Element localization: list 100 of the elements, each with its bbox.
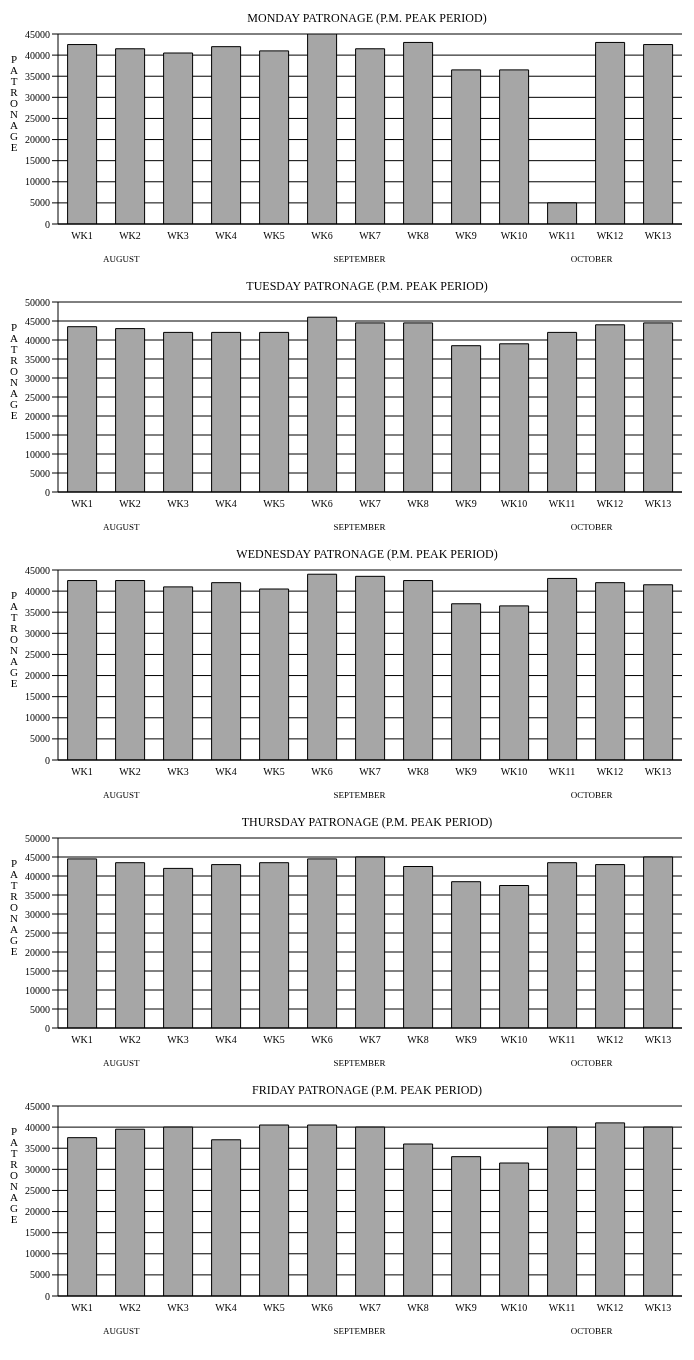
text: AUGUST: [102, 1058, 140, 1068]
y-tick-label: 40000: [25, 585, 50, 597]
y-tick-label: 45000: [25, 1100, 50, 1112]
x-tick-label: WK8: [407, 1302, 429, 1314]
x-tick-label: WK13: [644, 230, 672, 242]
y-tick-label: 25000: [25, 391, 50, 403]
x-tick-label: WK13: [644, 766, 672, 778]
x-tick-label: WK2: [119, 498, 141, 510]
y-tick-label: 0: [45, 1022, 50, 1034]
x-tick-label: WK12: [596, 1034, 624, 1046]
y-tick-label: 0: [45, 754, 50, 766]
x-tick-label: WK11: [548, 766, 576, 778]
chart-title: MONDAY PATRONAGE (P.M. PEAK PERIOD): [246, 10, 488, 27]
y-tick-label: 50000: [25, 296, 50, 308]
y-tick-label: 25000: [25, 112, 50, 124]
x-tick-label: WK10: [500, 498, 528, 510]
x-tick-label: WK3: [167, 1034, 189, 1046]
y-axis-title: PATRONAGE: [8, 321, 20, 420]
x-tick-label: WK7: [359, 1034, 381, 1046]
x-tick-label: WK10: [500, 1034, 528, 1046]
x-tick-label: WK6: [311, 1034, 333, 1046]
text: AUGUST: [102, 790, 140, 800]
chart-title: WEDNESDAY PATRONAGE (P.M. PEAK PERIOD): [235, 546, 499, 563]
y-tick-label: 0: [45, 1290, 50, 1302]
x-tick-label: WK5: [263, 498, 285, 510]
x-tick-label: WK5: [263, 766, 285, 778]
text: SEPTEMBER: [333, 790, 386, 800]
x-tick-label: WK5: [263, 230, 285, 242]
y-tick-label: 0: [45, 486, 50, 498]
x-tick-label: WK7: [359, 1302, 381, 1314]
x-tick-label: WK2: [119, 766, 141, 778]
x-tick-label: WK12: [596, 498, 624, 510]
x-tick-label: WK8: [407, 1034, 429, 1046]
y-axis-title: PATRONAGE: [8, 589, 20, 688]
x-tick-label: WK9: [455, 230, 477, 242]
x-tick-label: WK4: [215, 498, 237, 510]
y-tick-label: 20000: [25, 946, 50, 958]
x-tick-label: WK3: [167, 1302, 189, 1314]
y-tick-label: 0: [45, 218, 50, 230]
y-tick-label: 15000: [25, 155, 50, 167]
y-tick-label: 45000: [25, 851, 50, 863]
y-tick-label: 40000: [25, 49, 50, 61]
y-tick-label: 35000: [25, 889, 50, 901]
y-tick-label: 10000: [25, 448, 50, 460]
y-tick-label: 15000: [25, 429, 50, 441]
x-tick-label: WK1: [71, 766, 93, 778]
x-tick-label: WK10: [500, 230, 528, 242]
text: SEPTEMBER: [333, 254, 386, 264]
y-tick-label: 20000: [25, 410, 50, 422]
y-tick-label: 5000: [30, 733, 50, 745]
text: OCTOBER: [570, 254, 613, 264]
y-tick-label: 5000: [30, 1003, 50, 1015]
x-tick-label: WK6: [311, 1302, 333, 1314]
y-tick-label: 5000: [30, 197, 50, 209]
x-tick-label: WK13: [644, 1034, 672, 1046]
y-tick-label: 10000: [25, 176, 50, 188]
y-tick-label: 10000: [25, 984, 50, 996]
y-tick-label: 35000: [25, 1142, 50, 1154]
x-tick-label: WK5: [263, 1034, 285, 1046]
x-tick-label: WK3: [167, 230, 189, 242]
chart-title: FRIDAY PATRONAGE (P.M. PEAK PERIOD): [250, 1082, 483, 1099]
x-tick-label: WK11: [548, 1034, 576, 1046]
y-tick-label: 25000: [25, 1184, 50, 1196]
x-tick-label: WK6: [311, 766, 333, 778]
y-tick-label: 15000: [25, 1227, 50, 1239]
x-tick-label: WK6: [311, 498, 333, 510]
x-tick-label: WK2: [119, 1302, 141, 1314]
y-tick-label: 5000: [30, 467, 50, 479]
x-tick-label: WK1: [71, 1302, 93, 1314]
x-tick-label: WK4: [215, 766, 237, 778]
x-tick-label: WK8: [407, 230, 429, 242]
y-tick-label: 25000: [25, 648, 50, 660]
x-tick-label: WK12: [596, 230, 624, 242]
text: OCTOBER: [570, 522, 613, 532]
x-tick-label: WK8: [407, 766, 429, 778]
y-tick-label: 30000: [25, 908, 50, 920]
x-tick-label: WK9: [455, 766, 477, 778]
x-tick-label: WK13: [644, 1302, 672, 1314]
y-tick-label: 35000: [25, 353, 50, 365]
x-tick-label: WK4: [215, 230, 237, 242]
y-tick-label: 30000: [25, 372, 50, 384]
y-tick-label: 10000: [25, 712, 50, 724]
x-tick-label: WK7: [359, 498, 381, 510]
y-tick-label: 15000: [25, 691, 50, 703]
x-tick-label: WK12: [596, 766, 624, 778]
text: AUGUST: [102, 254, 140, 264]
x-tick-label: WK11: [548, 230, 576, 242]
x-tick-label: WK7: [359, 766, 381, 778]
x-tick-label: WK10: [500, 1302, 528, 1314]
y-tick-label: 5000: [30, 1269, 50, 1281]
x-tick-label: WK9: [455, 1034, 477, 1046]
y-tick-label: 40000: [25, 870, 50, 882]
chart-title: TUESDAY PATRONAGE (P.M. PEAK PERIOD): [245, 278, 489, 295]
y-tick-label: 30000: [25, 1163, 50, 1175]
y-tick-label: 45000: [25, 28, 50, 40]
y-axis-title: PATRONAGE: [8, 1125, 20, 1224]
y-axis-title: PATRONAGE: [8, 53, 20, 152]
x-tick-label: WK4: [215, 1302, 237, 1314]
x-tick-label: WK8: [407, 498, 429, 510]
y-tick-label: 35000: [25, 606, 50, 618]
